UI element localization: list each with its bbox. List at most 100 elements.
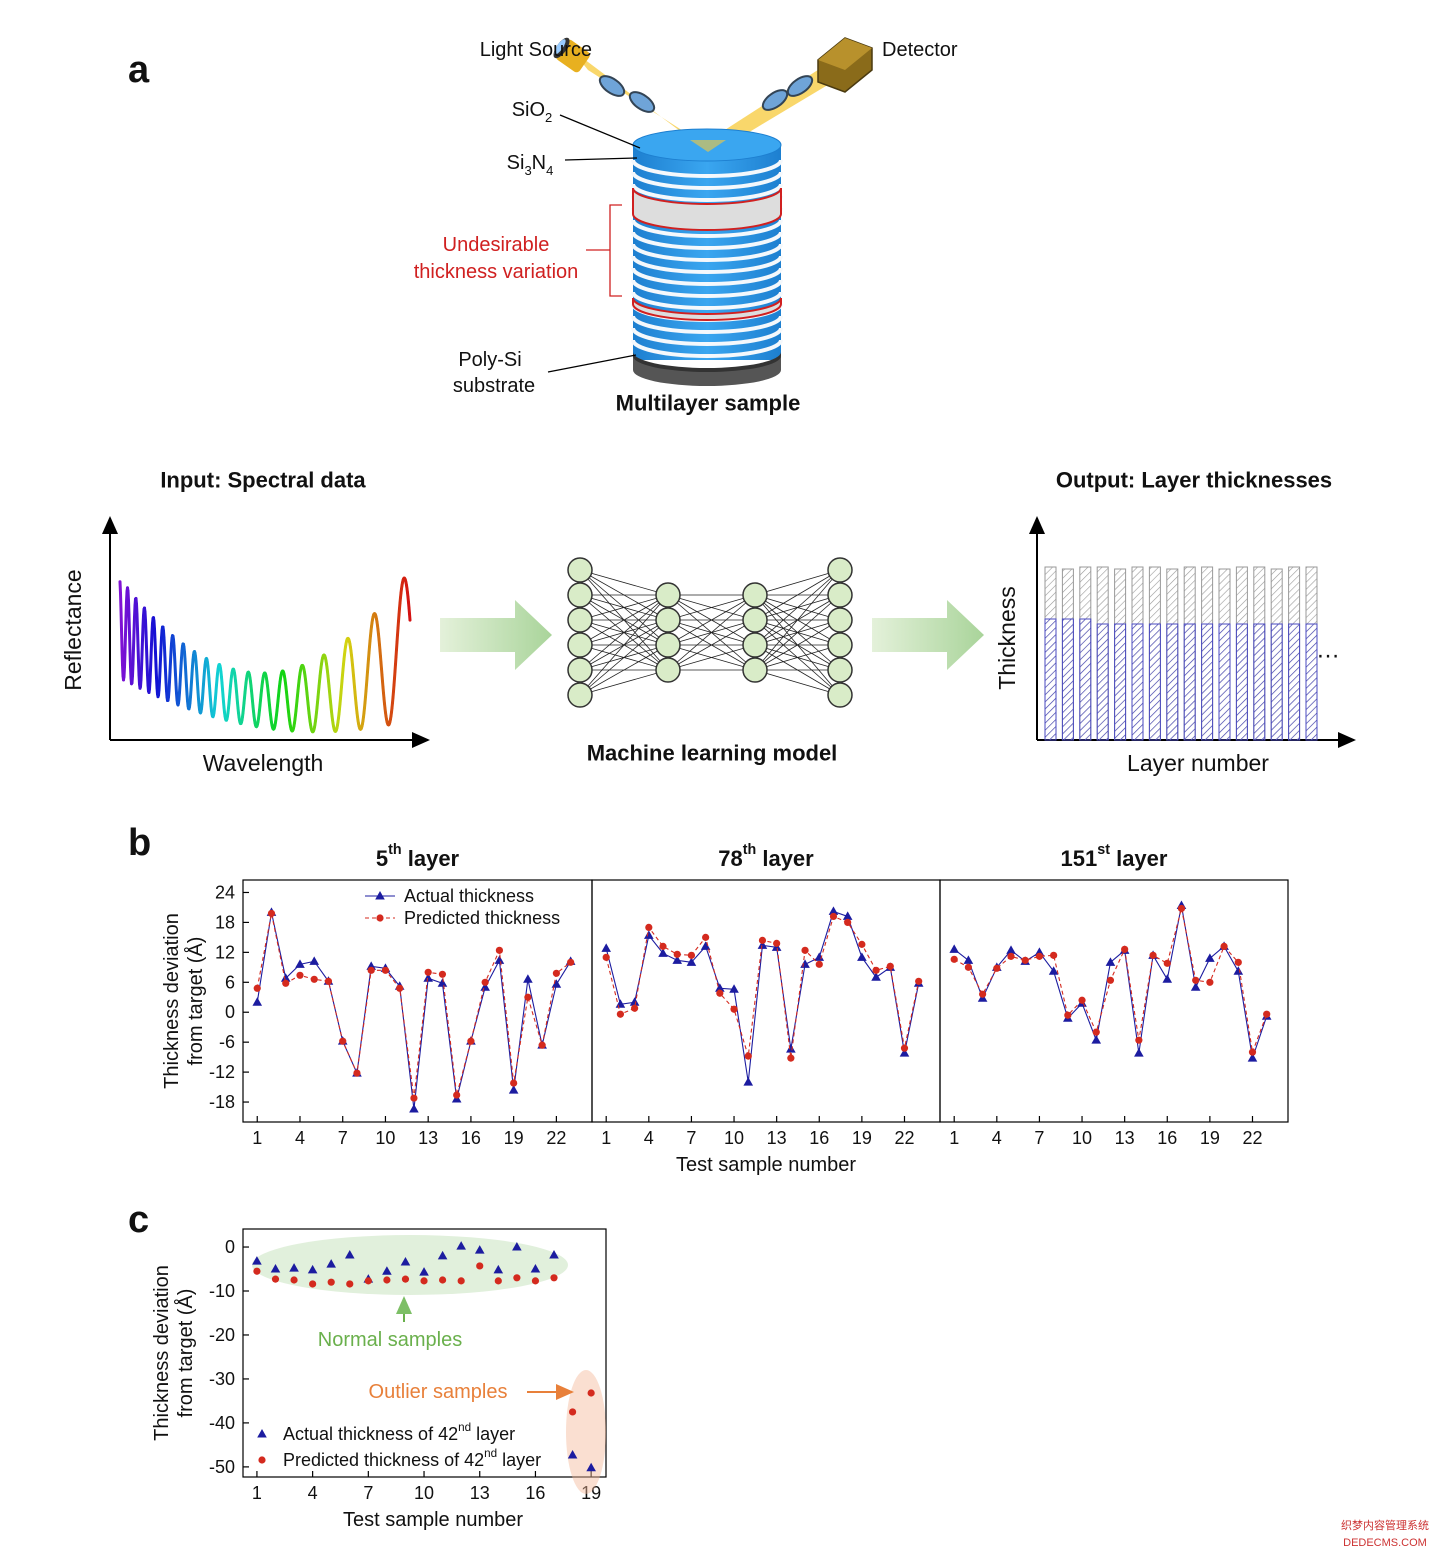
layer-stripe xyxy=(631,219,783,238)
y-tick-label: -20 xyxy=(209,1325,235,1345)
watermark: DEDECMS.COM xyxy=(1343,1537,1427,1549)
spectrum-segment xyxy=(122,665,126,679)
y-tick-label: -40 xyxy=(209,1413,235,1433)
marker xyxy=(915,977,923,985)
spectrum-segment xyxy=(145,660,149,677)
plot-frame xyxy=(591,879,941,1123)
marker xyxy=(964,963,973,971)
neuron xyxy=(742,582,768,608)
spectrum-segment xyxy=(129,665,133,680)
x-tick-label: 13 xyxy=(767,1128,787,1148)
spectrum-segment xyxy=(128,649,132,669)
neuron xyxy=(742,632,768,658)
marker xyxy=(629,997,640,1006)
marker xyxy=(453,1091,461,1099)
spectrum-segment xyxy=(141,624,145,642)
legend-marker xyxy=(257,1429,267,1438)
marker xyxy=(1192,976,1200,984)
spectrum-segment xyxy=(173,662,177,677)
neuron xyxy=(827,582,853,608)
spectrum-segment xyxy=(168,670,172,684)
label: Si3N4 xyxy=(507,152,554,178)
marker xyxy=(900,1044,909,1052)
marker xyxy=(1064,1011,1072,1019)
spectrum-segment xyxy=(408,612,412,622)
x-tick-label: 19 xyxy=(504,1128,524,1148)
marker xyxy=(828,906,839,915)
thickness-bar xyxy=(1201,623,1214,741)
marker xyxy=(552,969,560,977)
marker xyxy=(616,1010,625,1018)
y-tick-label: -18 xyxy=(209,1092,235,1112)
marker xyxy=(979,990,987,998)
series-line xyxy=(256,912,572,1110)
neuron xyxy=(655,582,681,608)
spectrum-segment xyxy=(140,653,144,671)
y-tick-label: -50 xyxy=(209,1457,235,1477)
thickness-bar xyxy=(1183,623,1196,741)
marker xyxy=(512,1242,522,1251)
spectrum-segment xyxy=(158,657,162,672)
spectrum-segment xyxy=(169,650,173,663)
connection xyxy=(754,619,841,671)
spectrum-segment xyxy=(144,631,148,649)
spectrum-segment xyxy=(133,603,137,619)
spectrum-curve xyxy=(118,576,412,734)
connection xyxy=(667,619,756,671)
marker xyxy=(1105,957,1116,966)
marker xyxy=(858,940,866,948)
marker xyxy=(1134,1048,1144,1057)
legend-marker xyxy=(376,914,384,922)
marker xyxy=(829,912,838,921)
marker xyxy=(673,950,681,958)
x-axis-label: Test sample number xyxy=(343,1509,523,1531)
marker xyxy=(510,1079,518,1087)
marker xyxy=(744,1052,752,1060)
marker xyxy=(1092,1028,1100,1036)
marker xyxy=(457,1277,465,1285)
marker xyxy=(494,1277,502,1285)
marker xyxy=(800,959,810,968)
spectrum-segment xyxy=(149,655,153,672)
marker xyxy=(899,1048,910,1057)
axis-label: Thickness xyxy=(994,586,1020,690)
spectrum-segment xyxy=(163,657,167,673)
layer-stripe xyxy=(631,279,783,298)
marker xyxy=(1149,951,1157,959)
marker xyxy=(1007,952,1015,960)
marker xyxy=(773,939,781,947)
thickness-bar xyxy=(1096,623,1109,741)
marker xyxy=(1162,974,1173,983)
spectrum-segment xyxy=(119,591,123,612)
thickness-bar xyxy=(1166,623,1179,741)
marker xyxy=(474,1245,485,1254)
marker xyxy=(1234,958,1242,966)
spectrum-segment xyxy=(150,630,154,646)
spectrum-segment xyxy=(120,627,124,651)
marker xyxy=(658,948,668,957)
marker xyxy=(1163,959,1171,967)
marker xyxy=(715,983,725,992)
marker xyxy=(253,1267,261,1275)
marker xyxy=(672,955,683,964)
x-tick-label: 16 xyxy=(525,1483,545,1503)
layer-stripe xyxy=(631,291,783,310)
marker xyxy=(659,942,667,950)
neuron xyxy=(567,607,593,633)
marker xyxy=(1248,1048,1257,1056)
layer-stripe xyxy=(631,183,783,202)
spectrum-segment xyxy=(127,599,131,617)
panel-label: b xyxy=(128,822,151,864)
spectrum-segment xyxy=(162,636,166,650)
neuron xyxy=(827,557,853,583)
marker xyxy=(993,964,1001,972)
connection xyxy=(754,569,841,621)
marker xyxy=(401,1275,410,1283)
marker xyxy=(253,984,261,992)
layer-stripe xyxy=(631,243,783,262)
neuron xyxy=(827,607,853,633)
marker xyxy=(439,1276,447,1284)
y-tick-label: -10 xyxy=(209,1281,235,1301)
marker xyxy=(700,941,711,950)
